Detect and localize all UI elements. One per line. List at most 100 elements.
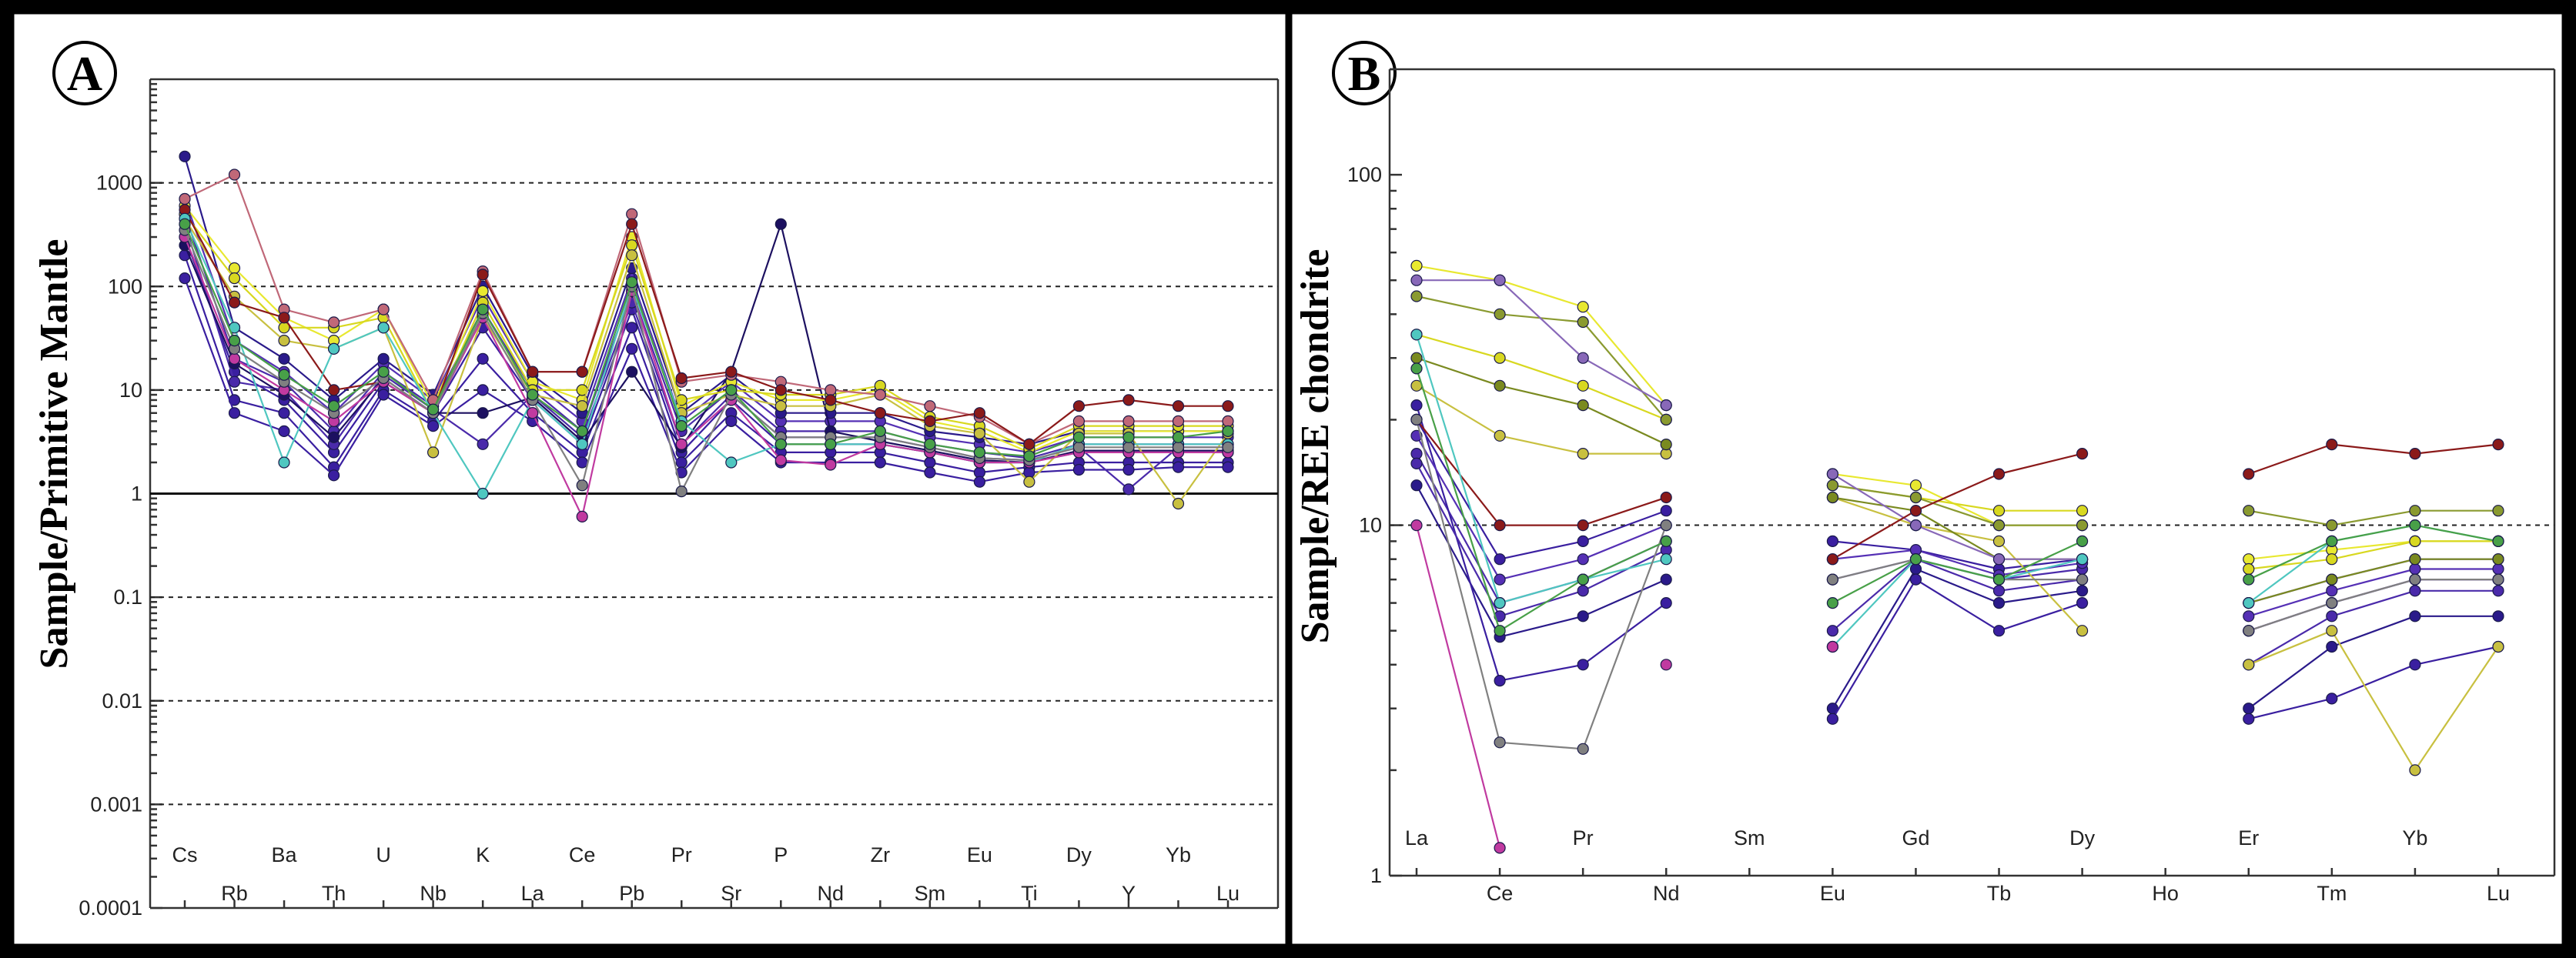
panel-b-y-tick-label: 100: [1347, 163, 1382, 186]
panel-a-data-point: [1072, 431, 1086, 443]
panel-a-data-point: [1122, 394, 1135, 406]
panel-b-data-point: [1992, 519, 2006, 532]
panel-b-data-point: [1577, 399, 1589, 412]
panel-b-data-point: [1826, 713, 1838, 725]
panel-b-data-point: [2076, 519, 2089, 532]
panel-a-data-point: [1172, 400, 1185, 412]
panel-a-data-point: [626, 366, 638, 378]
panel-b-data-point: [2409, 553, 2421, 566]
panel-b-data-point: [1826, 535, 1838, 548]
panel-b-data-point: [1577, 535, 1589, 548]
panel-b-data-point: [1410, 519, 1423, 532]
panel-b-data-point: [1494, 274, 1506, 286]
panel-a-series-line: [184, 209, 1228, 446]
panel-b-data-point: [2492, 610, 2504, 623]
panel-a-data-point: [1222, 400, 1234, 412]
panel-b-data-point: [2409, 505, 2421, 517]
panel-a-data-point: [626, 249, 638, 262]
panel-a-data-point: [1023, 476, 1035, 488]
panel-b-y-axis-label: Sample/REE chondrite: [1293, 249, 1337, 644]
panel-a-data-point: [527, 389, 539, 401]
panel-b-data-point: [1577, 301, 1589, 313]
panel-a-data-point: [228, 335, 241, 347]
panel-b-data-point: [2076, 585, 2089, 597]
panel-b-data-point: [2326, 640, 2338, 653]
panel-b-data-point: [1494, 736, 1506, 749]
panel-b-series-line: [1415, 525, 1501, 849]
panel-b-data-point: [1494, 674, 1506, 687]
panel-b-data-point: [2076, 596, 2089, 609]
panel-b-data-point: [1577, 352, 1589, 364]
panel-a-data-point: [576, 425, 588, 438]
panel-b-data-point: [1909, 491, 1922, 504]
panel-a-data-point: [626, 342, 638, 355]
panel-b-series-line: [2248, 578, 2498, 632]
panel-a-data-point: [1023, 438, 1035, 450]
panel-a-data-point: [774, 438, 787, 450]
panel-b-data-point: [2243, 596, 2255, 609]
panel-b-data-point: [2243, 562, 2255, 576]
panel-a-data-point: [576, 479, 588, 492]
panel-a-data-point: [278, 425, 290, 438]
panel-b-data-point: [2492, 562, 2504, 576]
panel-a-data-point: [228, 169, 241, 181]
panel-a-y-tick-label: 10: [119, 379, 142, 402]
panel-b-data-point: [2243, 505, 2255, 517]
panel-b-x-tick-label: Sm: [1734, 826, 1765, 850]
panel-a-data-point: [825, 384, 837, 396]
panel-b-data-point: [1494, 379, 1506, 392]
panel-b-series-line: [1832, 578, 2083, 719]
panel-a-data-point: [576, 456, 588, 469]
panel-a-data-point: [1172, 441, 1185, 453]
panel-b-data-point: [1494, 352, 1506, 364]
panel-a: A Sample/Primitive Mantle 0.00010.0010.0…: [7, 7, 1293, 951]
panel-b-data-point: [1909, 505, 1922, 517]
panel-a-data-point: [675, 419, 687, 432]
panel-a-series-line: [184, 173, 1228, 446]
panel-b-data-point: [1410, 274, 1423, 286]
panel-b-data-point: [2076, 535, 2089, 548]
panel-a-data-point: [328, 431, 340, 443]
panel-b-data-point: [1992, 625, 2006, 637]
panel-a-plot-area: 0.0001 0.001 0.01 0.1 1 10 100 1000 Cs Rb Ba Th U Nb K…: [79, 78, 1280, 920]
panel-a-data-point: [477, 352, 489, 365]
panel-b-data-point: [2326, 438, 2338, 451]
panel-b-x-tick-label: Dy: [2069, 826, 2095, 850]
panel-b-data-point: [1577, 379, 1589, 392]
panel-a-data-point: [278, 456, 290, 469]
panel-a-x-tick-label: La: [521, 882, 545, 905]
panel-a-data-point: [825, 438, 837, 450]
panel-a-series-line: [184, 205, 1228, 454]
panel-a-x-tick-label: Rb: [221, 882, 248, 905]
panel-b-data-point: [2492, 505, 2504, 517]
panel-b-series-line: [1416, 485, 1667, 638]
panel-a-data-point: [278, 369, 290, 381]
panel-b-x-tick-label: Ho: [2152, 882, 2179, 905]
panel-a-data-point: [179, 150, 191, 162]
panel-a-data-point: [973, 407, 986, 419]
panel-b-series-6: [1410, 457, 2504, 671]
panel-b-series-line: [1832, 484, 2083, 526]
panel-a-data-point: [477, 438, 489, 450]
panel-b-data-point: [2326, 573, 2338, 586]
panel-b-data-point: [2409, 535, 2421, 548]
panel-a-data-point: [1122, 441, 1135, 453]
panel-b-data-point: [1494, 596, 1506, 609]
panel-a-data-point: [228, 296, 241, 309]
panel-b-data-point: [1660, 659, 1672, 671]
panel-b-data-point: [1410, 457, 1423, 470]
panel-b-data-point: [1494, 308, 1506, 320]
panel-b-data-point: [1992, 468, 2006, 480]
panel-b-data-point: [1826, 479, 1838, 492]
panel-b-series-line: [1415, 368, 1667, 632]
panel-a-data-point: [328, 384, 340, 396]
panel-a-x-tick-label: Lu: [1216, 882, 1239, 905]
panel-a-data-point: [1072, 463, 1086, 476]
panel-a-data-point: [1122, 415, 1135, 428]
panel-b-x-tick-label: Pr: [1573, 826, 1594, 850]
panel-b-series-line: [2248, 589, 2498, 666]
panel-a-x-tick-label: Sm: [915, 882, 946, 905]
panel-a-data-point: [675, 438, 687, 450]
panel-b-series-line: [1416, 385, 1667, 455]
